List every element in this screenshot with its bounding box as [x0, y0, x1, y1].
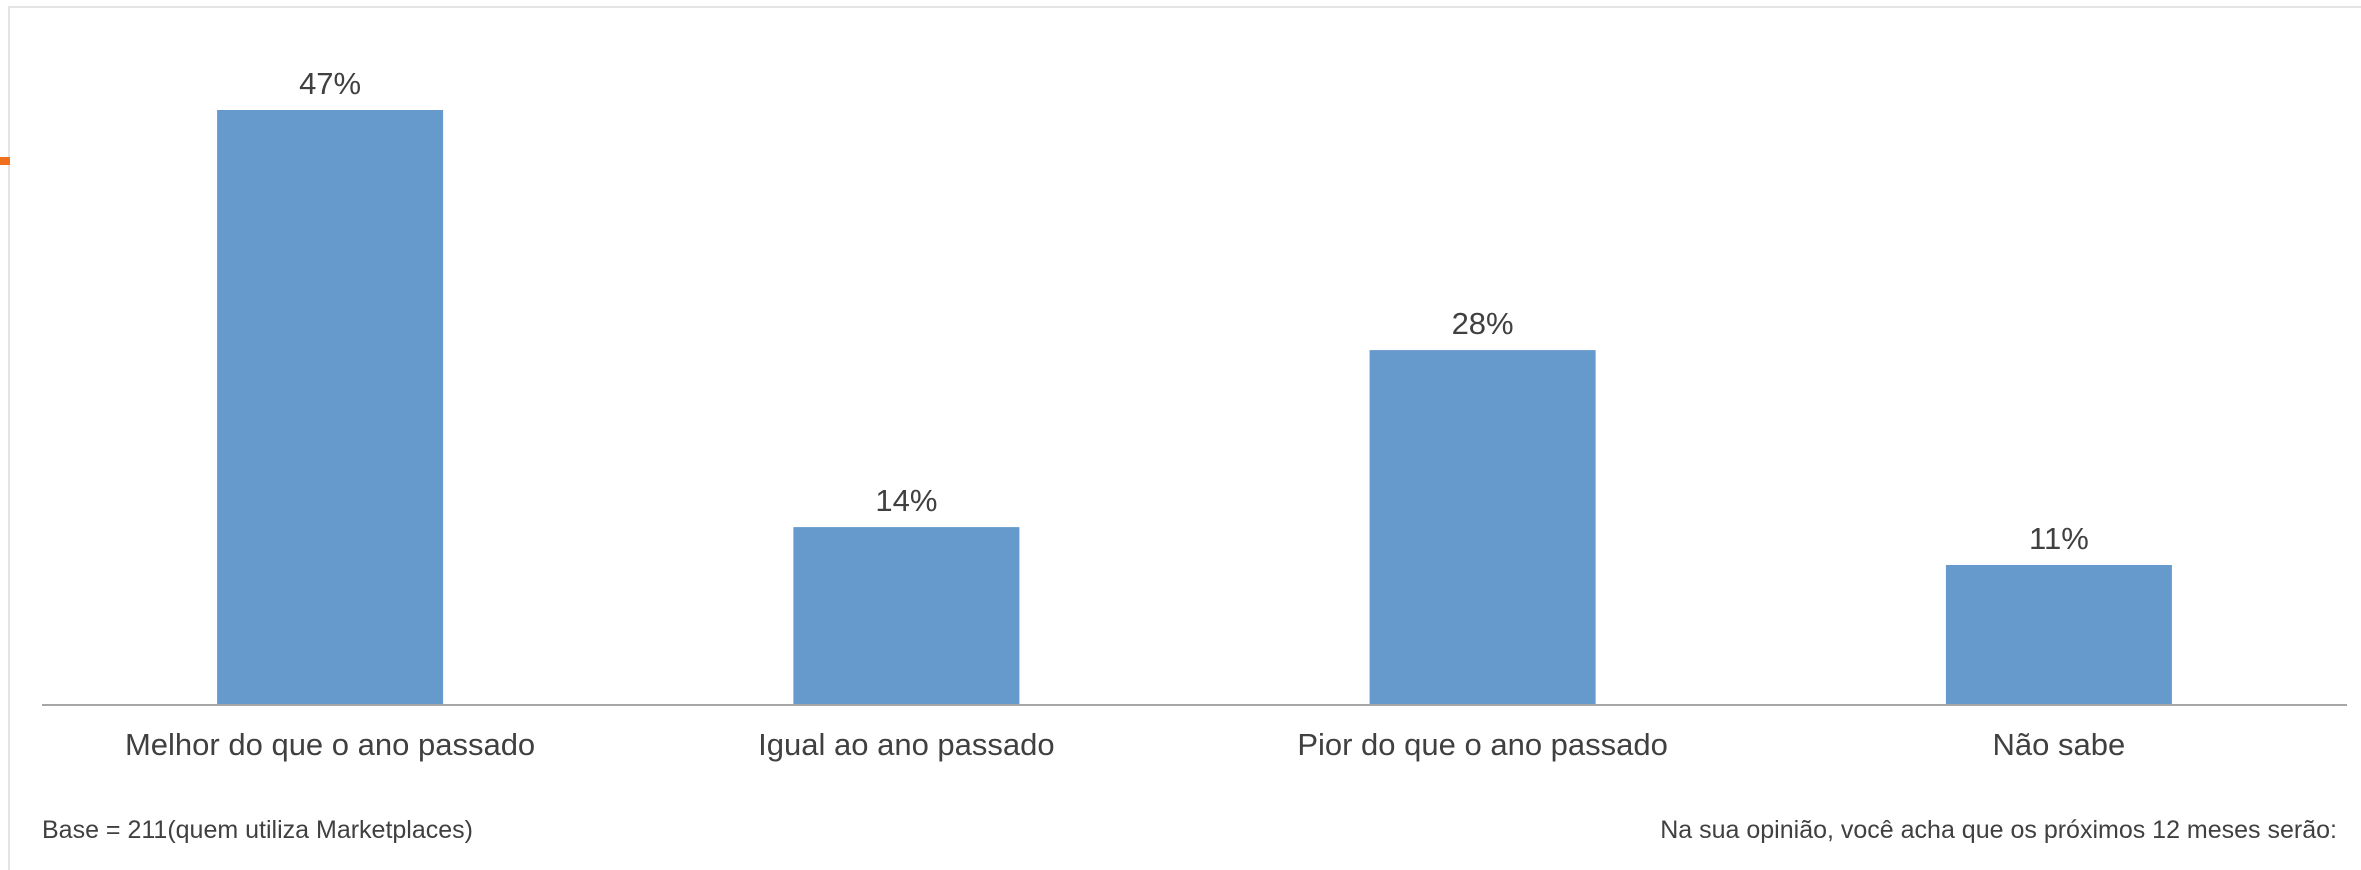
- bar-2: [793, 527, 1020, 704]
- accent-tick-mark: [0, 157, 10, 165]
- value-label-1: 47%: [299, 66, 361, 101]
- value-label-4: 11%: [2029, 521, 2089, 556]
- category-label-1: Melhor do que o ano passado: [125, 727, 535, 762]
- value-labels-layer: 47% 14% 28% 11%: [299, 66, 2089, 556]
- value-label-2: 14%: [875, 483, 937, 518]
- bar-3: [1369, 350, 1596, 704]
- base-note: Base = 211(quem utiliza Marketplaces): [42, 816, 473, 844]
- bar-4: [1945, 565, 2172, 704]
- bars-layer: [217, 110, 2172, 704]
- frame-left-border: [8, 6, 10, 870]
- question-note: Na sua opinião, você acha que os próximo…: [1660, 816, 2337, 844]
- bar-1: [217, 110, 444, 704]
- category-label-4: Não sabe: [1993, 727, 2126, 762]
- category-label-3: Pior do que o ano passado: [1297, 727, 1668, 762]
- value-label-3: 28%: [1452, 306, 1514, 341]
- category-labels-layer: Melhor do que o ano passado Igual ao ano …: [125, 727, 2125, 762]
- frame-top-border: [10, 6, 2361, 8]
- category-label-2: Igual ao ano passado: [758, 727, 1054, 762]
